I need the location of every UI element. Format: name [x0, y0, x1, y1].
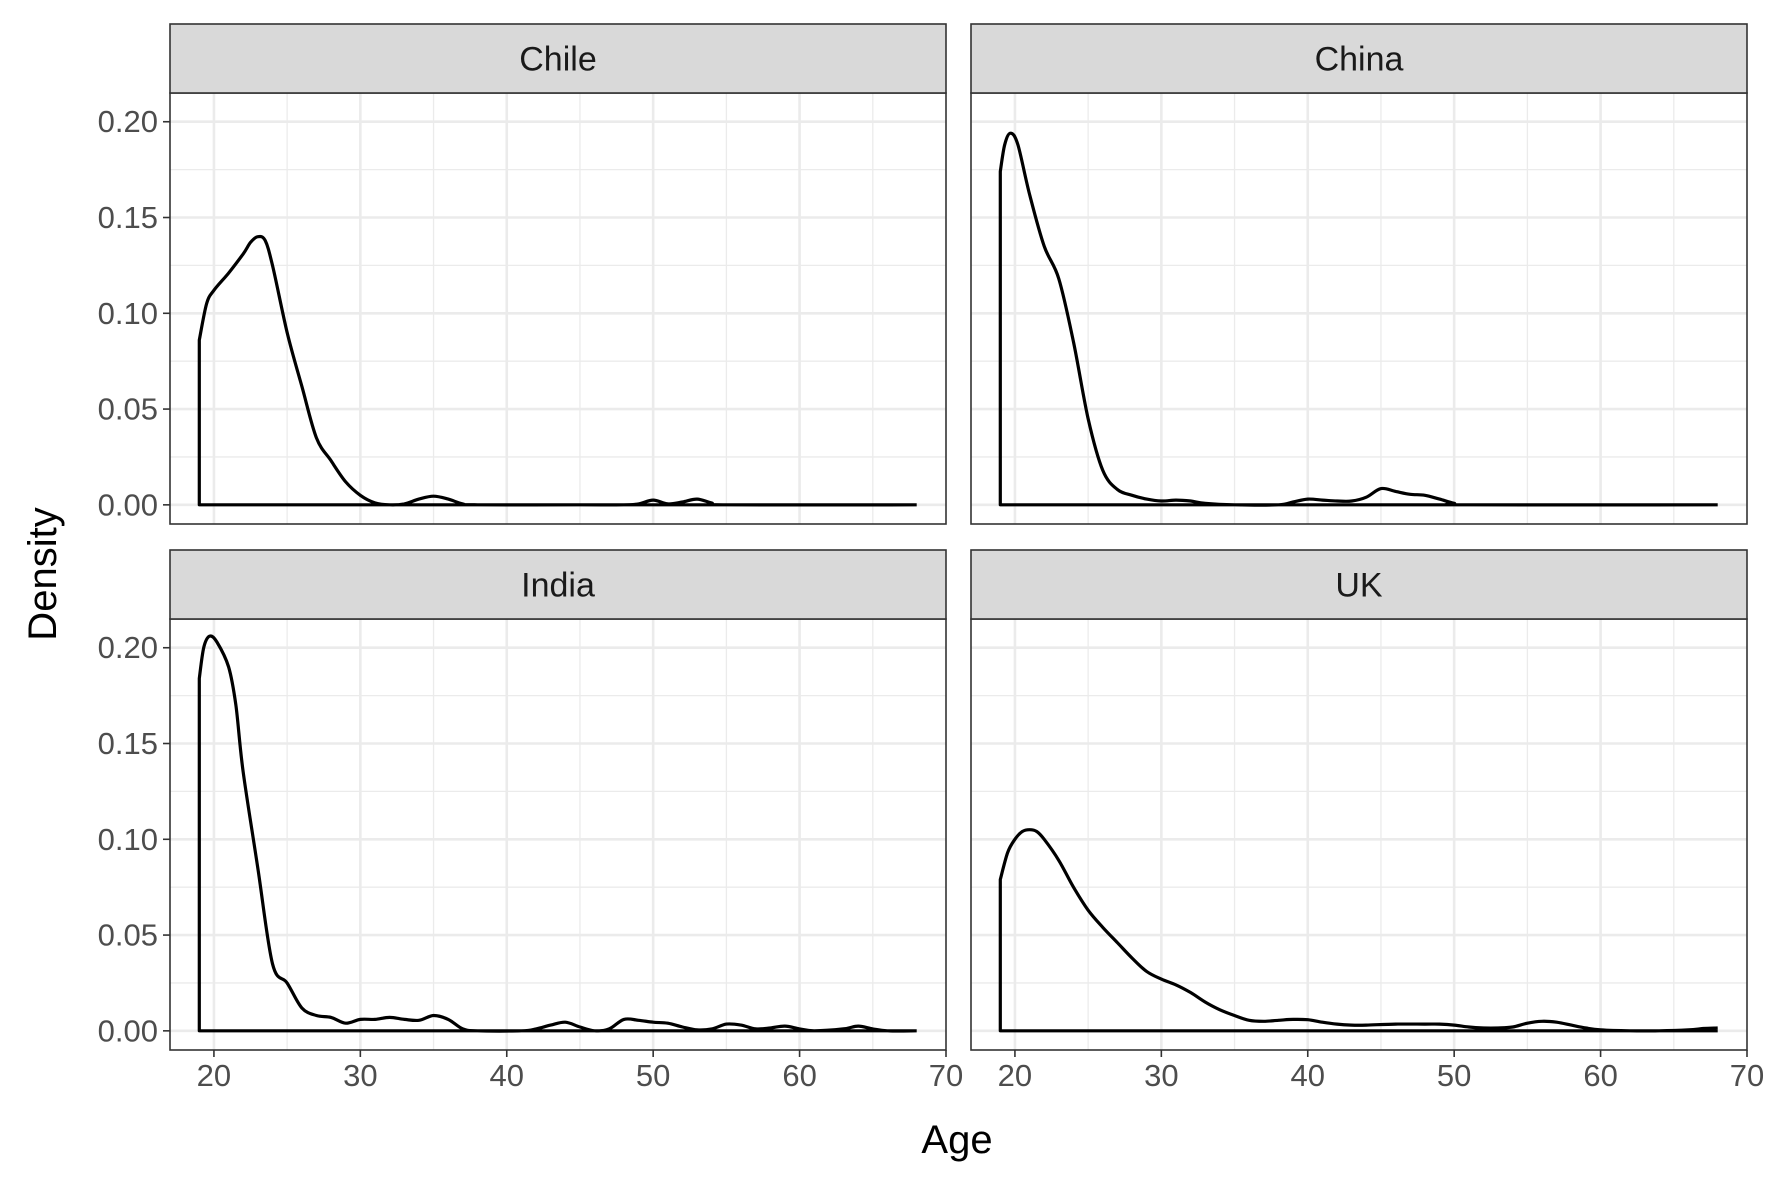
- x-tick-label: 40: [1291, 1058, 1325, 1093]
- x-tick-label: 50: [1437, 1058, 1471, 1093]
- facet-strip: [970, 549, 1748, 620]
- panel-india: India 0.00 0.05 0.10 0.15 0.20 20 30 40 50 60 70: [98, 549, 963, 1093]
- panel-background: [971, 619, 1747, 1050]
- panel-background: [971, 93, 1747, 524]
- panel-chile: Chile 0.00 0.05 0.10 0.15 0.20: [98, 23, 947, 525]
- facet-strip: [169, 23, 947, 94]
- panels-layer: Chile 0.00 0.05 0.10 0.15 0.20 China India 0.00 0…: [98, 23, 1764, 1093]
- y-tick-label: 0.05: [98, 392, 158, 427]
- x-axis-title: Age: [921, 1118, 992, 1162]
- y-tick-label: 0.00: [98, 487, 158, 522]
- density-curve-uk: [998, 828, 1718, 1033]
- facet-strip: [970, 23, 1748, 94]
- y-tick-label: 0.20: [98, 630, 158, 665]
- x-tick-label: 70: [929, 1058, 963, 1093]
- panel-background: [170, 93, 946, 524]
- panel-uk: UK 20 30 40 50 60 70: [970, 549, 1764, 1093]
- panel-background: [170, 619, 946, 1050]
- density-curve-china: [998, 131, 1718, 507]
- x-tick-label: 60: [782, 1058, 816, 1093]
- facet-label-chile: Chile: [519, 41, 596, 79]
- density-curve-chile: [197, 234, 917, 507]
- y-tick-label: 0.20: [98, 104, 158, 139]
- y-tick-label: 0.15: [98, 200, 158, 235]
- x-tick-label: 30: [1144, 1058, 1178, 1093]
- density-curve-india: [197, 634, 917, 1033]
- y-tick-label: 0.00: [98, 1013, 158, 1048]
- x-tick-label: 40: [490, 1058, 524, 1093]
- facet-label-uk: UK: [1335, 567, 1383, 605]
- y-tick-label: 0.10: [98, 296, 158, 331]
- y-axis-title: Density: [21, 507, 65, 640]
- panel-china: China: [970, 23, 1748, 525]
- x-tick-label: 30: [343, 1058, 377, 1093]
- x-tick-label: 50: [636, 1058, 670, 1093]
- y-tick-label: 0.15: [98, 726, 158, 761]
- y-tick-label: 0.05: [98, 918, 158, 953]
- facet-strip: [169, 549, 947, 620]
- facet-label-china: China: [1315, 41, 1404, 79]
- y-tick-label: 0.10: [98, 822, 158, 857]
- x-tick-label: 60: [1583, 1058, 1617, 1093]
- x-tick-label: 70: [1730, 1058, 1764, 1093]
- x-tick-label: 20: [998, 1058, 1032, 1093]
- facet-label-india: India: [521, 567, 595, 605]
- x-tick-label: 20: [197, 1058, 231, 1093]
